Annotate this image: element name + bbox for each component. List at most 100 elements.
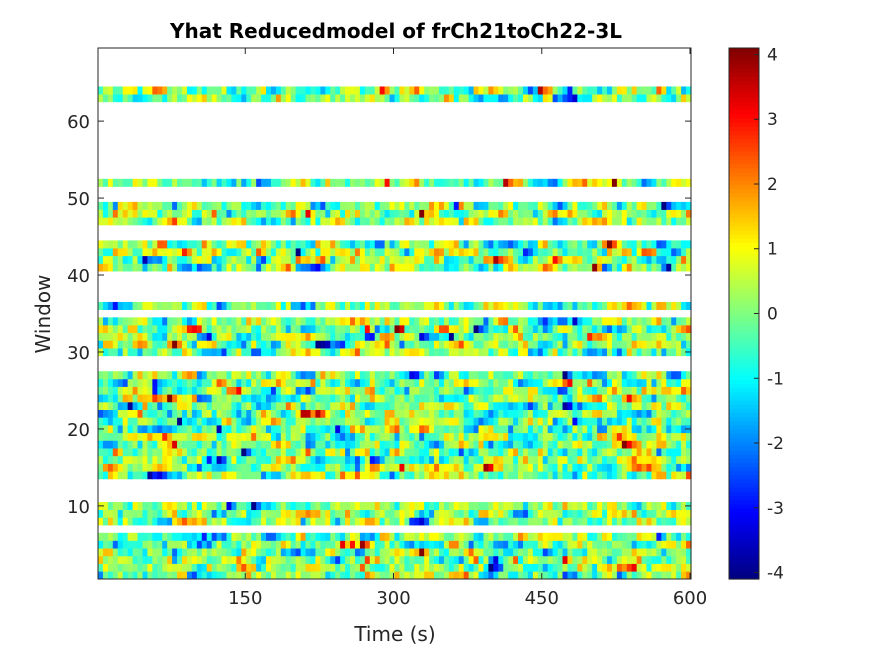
heatmap-cell <box>107 532 114 541</box>
heatmap-cell <box>518 217 524 226</box>
heatmap-cell <box>300 455 307 464</box>
heatmap-cell <box>275 555 282 564</box>
heatmap-cell <box>463 509 470 518</box>
heatmap-cell <box>508 263 514 272</box>
heatmap-cell <box>340 94 346 103</box>
heatmap-cell <box>251 394 257 403</box>
heatmap-cell <box>345 440 351 449</box>
heatmap-cell <box>468 217 475 226</box>
heatmap-cell <box>404 455 410 464</box>
heatmap-cell <box>587 402 593 410</box>
heatmap-cell <box>98 263 104 272</box>
heatmap-cell <box>651 425 658 434</box>
heatmap-cell <box>266 378 272 387</box>
heatmap-cell <box>458 532 465 541</box>
heatmap-cell <box>547 325 554 334</box>
heatmap-cell <box>438 563 445 572</box>
heatmap-cell <box>162 517 168 526</box>
heatmap-cell <box>266 540 272 549</box>
heatmap-cell <box>305 348 312 357</box>
heatmap-cell <box>419 417 425 426</box>
heatmap-cell <box>182 448 188 457</box>
heatmap-cell <box>503 425 509 434</box>
heatmap-cell <box>275 448 282 457</box>
heatmap-cell <box>206 263 213 272</box>
heatmap-cell <box>157 502 163 511</box>
heatmap-cell <box>424 571 430 580</box>
heatmap-cell <box>285 348 292 357</box>
heatmap-cell <box>429 240 435 249</box>
heatmap-cell <box>434 332 440 341</box>
heatmap-cell <box>226 371 233 380</box>
heatmap-cell <box>132 394 139 403</box>
colorbar-swatch <box>729 267 759 273</box>
heatmap-cell <box>656 217 662 226</box>
heatmap-cell <box>384 502 391 511</box>
heatmap-cell <box>468 209 475 218</box>
heatmap-cell <box>270 317 277 326</box>
heatmap-cell <box>310 463 317 472</box>
heatmap-cell <box>527 325 534 334</box>
heatmap-cell <box>137 240 144 249</box>
heatmap-cell <box>359 325 366 334</box>
heatmap-cell <box>206 394 213 403</box>
heatmap-cell <box>606 371 613 380</box>
heatmap-cell <box>478 440 485 449</box>
heatmap-cell <box>587 348 593 357</box>
heatmap-cell <box>483 248 489 257</box>
heatmap-cell <box>290 255 297 264</box>
heatmap-cell <box>350 86 356 95</box>
heatmap-cell <box>384 555 391 564</box>
heatmap-cell <box>112 517 119 526</box>
heatmap-cell <box>206 86 213 95</box>
heatmap-cell <box>656 340 662 349</box>
heatmap-cell <box>547 348 554 357</box>
heatmap-cell <box>206 94 213 103</box>
heatmap-cell <box>117 440 124 449</box>
heatmap-cell <box>498 86 504 95</box>
heatmap-cell <box>127 240 134 249</box>
colorbar-swatch <box>729 296 759 302</box>
heatmap-cell <box>112 548 119 557</box>
heatmap-cell <box>434 509 440 518</box>
colorbar-swatch <box>729 147 759 153</box>
heatmap-cell <box>483 217 489 226</box>
heatmap-cell <box>478 86 485 95</box>
heatmap-cell <box>399 548 405 557</box>
heatmap-cell <box>414 301 420 310</box>
heatmap-cell <box>513 455 519 464</box>
heatmap-cell <box>503 394 509 403</box>
heatmap-cell <box>117 402 124 410</box>
heatmap-cell <box>256 209 262 218</box>
heatmap-cell <box>592 432 598 441</box>
heatmap-cell <box>359 301 366 310</box>
heatmap-cell <box>275 532 282 541</box>
heatmap-cell <box>414 555 420 564</box>
heatmap-cell <box>389 471 396 480</box>
heatmap-cell <box>522 571 529 580</box>
heatmap-cell <box>399 263 405 272</box>
heatmap-cell <box>285 532 292 541</box>
heatmap-cell <box>518 455 524 464</box>
heatmap-cell <box>448 94 455 103</box>
heatmap-cell <box>409 94 415 103</box>
heatmap-cell <box>414 217 420 226</box>
heatmap-cell <box>236 240 242 249</box>
heatmap-cell <box>429 571 435 580</box>
heatmap-cell <box>231 417 237 426</box>
heatmap-cell <box>350 371 356 380</box>
heatmap-cell <box>196 201 203 210</box>
heatmap-cell <box>429 402 435 410</box>
heatmap-cell <box>641 332 648 341</box>
heatmap-cell <box>142 448 149 457</box>
heatmap-cell <box>196 325 203 334</box>
heatmap-cell <box>666 332 672 341</box>
heatmap-cell <box>448 517 455 526</box>
heatmap-cell <box>285 448 292 457</box>
heatmap-cell <box>434 463 440 472</box>
heatmap-cell <box>280 317 287 326</box>
heatmap-cell <box>374 540 381 549</box>
heatmap-cell <box>419 548 425 557</box>
heatmap-cell <box>656 94 662 103</box>
heatmap-cell <box>315 448 321 457</box>
